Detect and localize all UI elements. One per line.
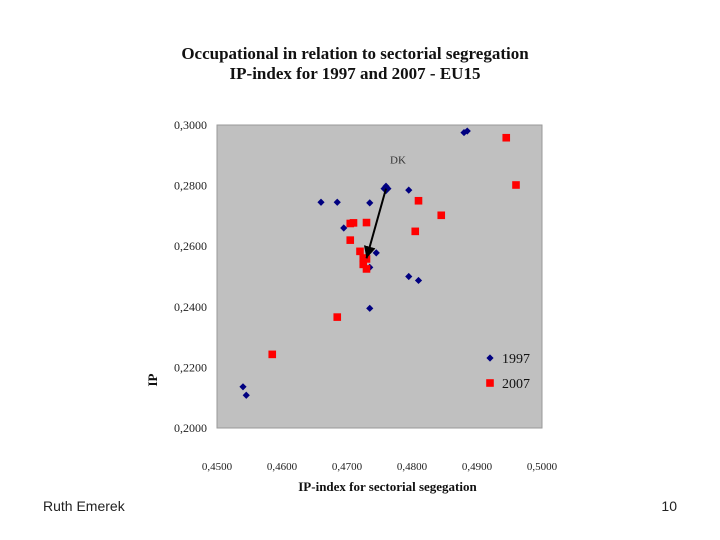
point-1997 bbox=[366, 304, 374, 312]
y-axis-label: IP bbox=[145, 373, 160, 386]
point-2007 bbox=[437, 211, 446, 220]
chart-subtitle: IP-index for 1997 and 2007 - EU15 bbox=[229, 64, 481, 83]
point-2007 bbox=[268, 350, 277, 359]
point-2007 bbox=[502, 133, 511, 142]
plot-area bbox=[216, 124, 543, 429]
x-tick-label: 0,5000 bbox=[527, 461, 558, 473]
point-2007 bbox=[359, 260, 368, 269]
y-tick-label: 0,2200 bbox=[174, 360, 207, 374]
chart-title: Occupational in relation to sectorial se… bbox=[181, 44, 529, 63]
legend-marker-1997 bbox=[486, 354, 494, 362]
point-2007 bbox=[362, 255, 371, 263]
x-axis-label: IP-index for sectorial segegation bbox=[298, 479, 477, 494]
page-number: 10 bbox=[661, 498, 677, 514]
legend-marker-2007 bbox=[486, 379, 494, 387]
annotation-dk: DK bbox=[390, 155, 406, 167]
point-1997 bbox=[239, 383, 247, 391]
x-tick-label: 0,4800 bbox=[397, 461, 428, 473]
point-1997 bbox=[242, 391, 250, 399]
footer-author: Ruth Emerek bbox=[43, 498, 125, 514]
point-2007 bbox=[349, 219, 358, 227]
point-1997 bbox=[333, 198, 341, 206]
point-2007 bbox=[333, 313, 342, 321]
y-tick-label: 0,2800 bbox=[174, 179, 207, 193]
x-tick-label: 0,4900 bbox=[462, 461, 493, 473]
legend-label-2007: 2007 bbox=[502, 377, 530, 392]
legend-label-1997: 1997 bbox=[502, 352, 530, 367]
point-1997 bbox=[340, 224, 348, 232]
chart-title-block: Occupational in relation to sectorial se… bbox=[150, 44, 560, 84]
point-2007 bbox=[414, 196, 423, 205]
point-1997 bbox=[405, 272, 413, 281]
y-tick-label: 0,3000 bbox=[174, 118, 207, 132]
point-2007 bbox=[411, 227, 420, 236]
x-tick-label: 0,4700 bbox=[332, 461, 363, 473]
y-tick-label: 0,2600 bbox=[174, 239, 207, 253]
point-1997 bbox=[317, 198, 325, 206]
point-1997 bbox=[366, 199, 374, 207]
dk-arrow bbox=[363, 188, 387, 259]
point-2007 bbox=[346, 236, 355, 244]
point-2007 bbox=[362, 265, 371, 273]
x-tick-label: 0,4500 bbox=[202, 461, 233, 473]
point-1997 bbox=[405, 186, 413, 194]
point-1997 bbox=[460, 128, 468, 137]
y-tick-label: 0,2400 bbox=[174, 300, 207, 314]
point-1997 bbox=[414, 276, 423, 285]
point-2007 bbox=[356, 247, 364, 256]
y-tick-label: 0,2000 bbox=[174, 421, 207, 435]
point-2007 bbox=[362, 218, 371, 227]
x-tick-label: 0,4600 bbox=[267, 461, 298, 473]
point-2007 bbox=[512, 181, 520, 189]
